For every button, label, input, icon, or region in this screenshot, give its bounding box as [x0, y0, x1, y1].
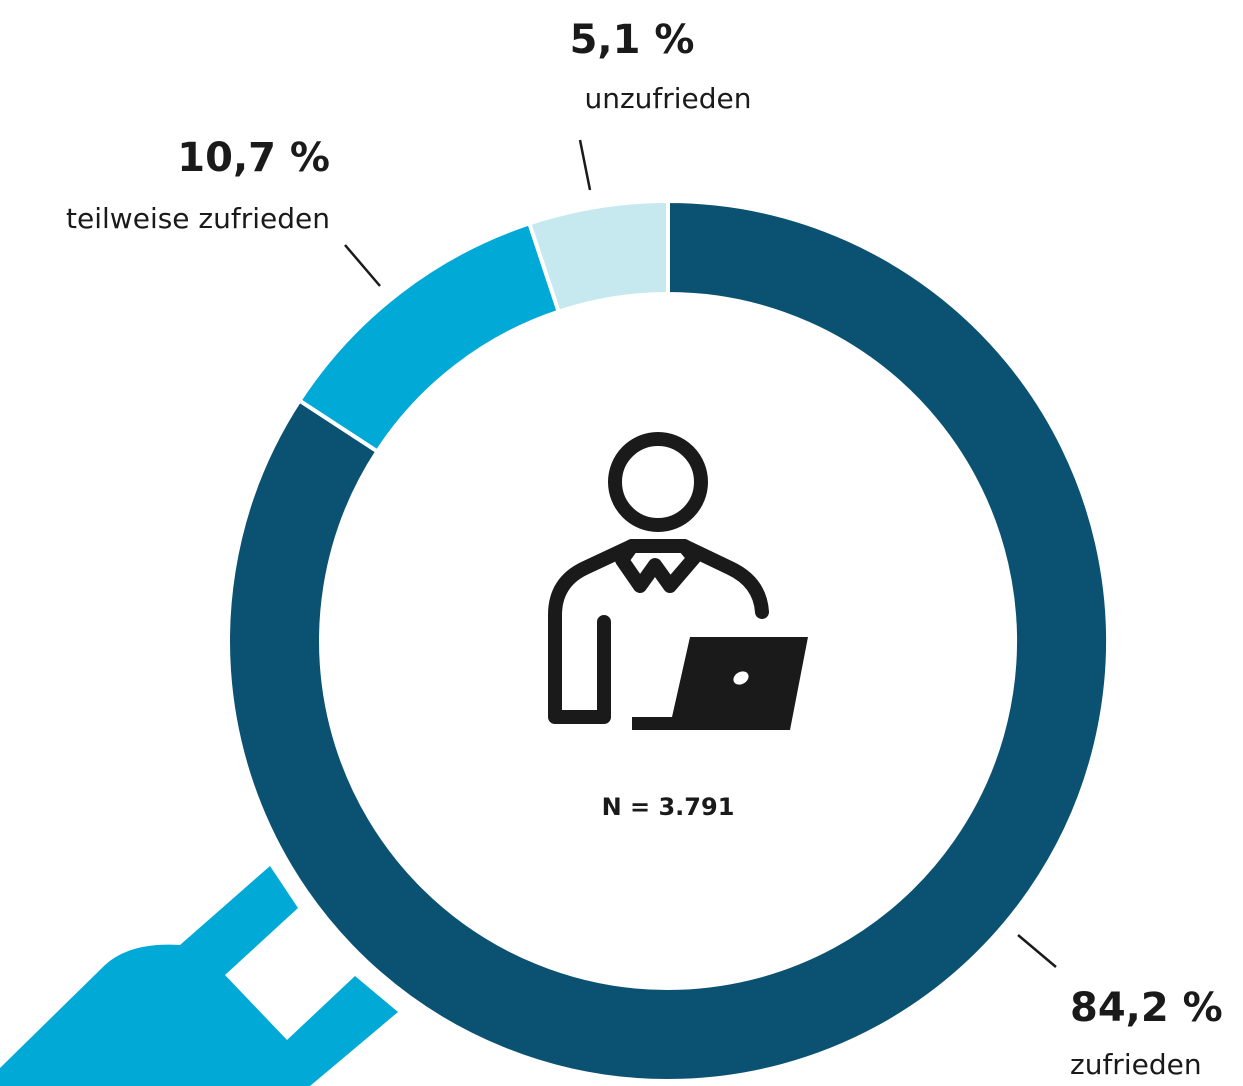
value-label: 84,2 % — [1070, 985, 1223, 1031]
leader-line — [578, 139, 592, 191]
laptop-logo — [733, 671, 749, 685]
donut-segment — [226, 198, 1110, 1083]
donut-segment — [296, 220, 562, 455]
donut-segment — [526, 198, 670, 315]
leader-line — [1017, 934, 1057, 968]
person-laptop-icon — [548, 432, 769, 724]
category-label: unzufrieden — [584, 82, 751, 115]
laptop — [632, 637, 808, 730]
annotation: N = 3.791 — [602, 793, 735, 821]
leader-line — [344, 244, 381, 287]
category-label: teilweise zufrieden — [66, 202, 330, 235]
value-label: 5,1 % — [570, 17, 695, 63]
category-label: zufrieden — [1070, 1048, 1202, 1081]
value-label: 10,7 % — [177, 135, 330, 181]
magnifier-handle — [0, 866, 398, 1086]
